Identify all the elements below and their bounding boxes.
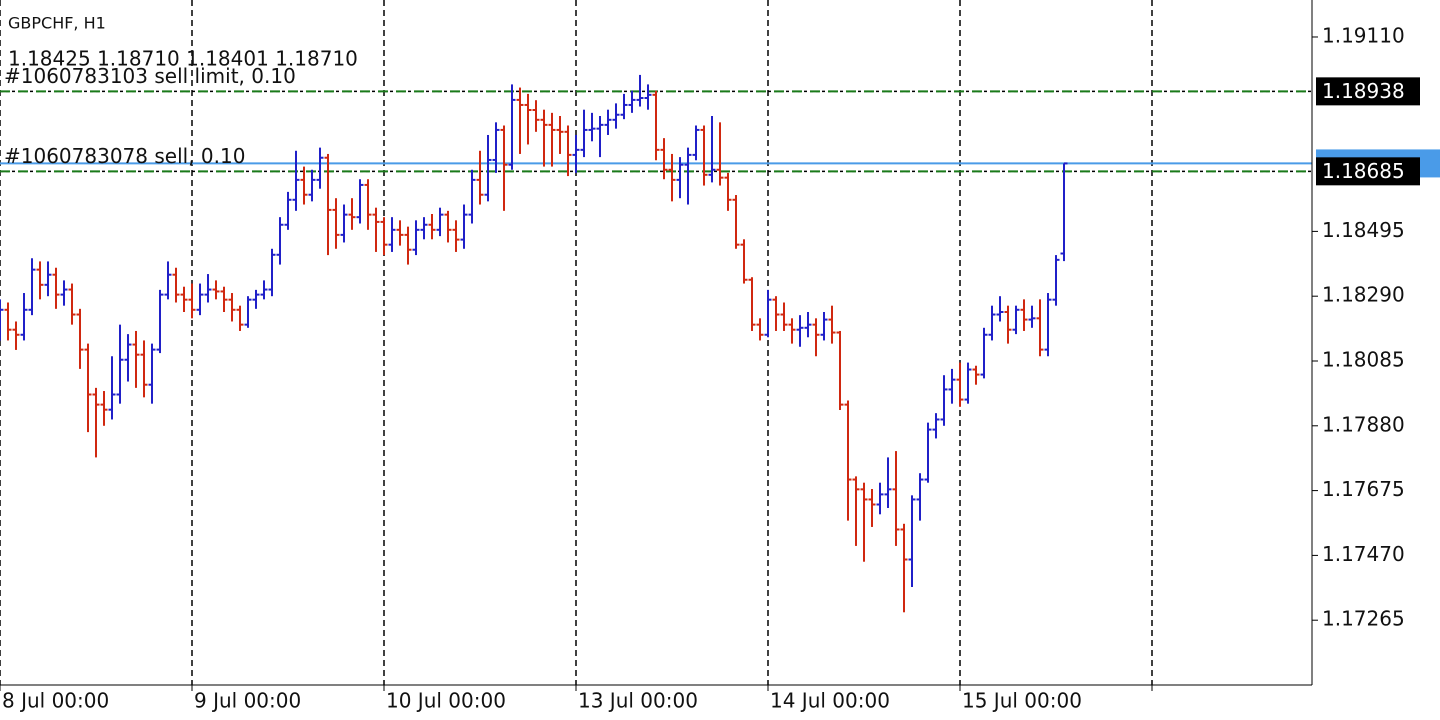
order-label: #1060783078 sell, 0.10 xyxy=(4,144,245,168)
y-tick-label: 1.18290 xyxy=(1322,283,1405,307)
y-tick-label: 1.17265 xyxy=(1322,607,1405,631)
y-tick-label: 1.18085 xyxy=(1322,347,1405,371)
x-tick-label: 9 Jul 00:00 xyxy=(194,689,301,713)
y-tick-label: 1.18495 xyxy=(1322,218,1405,242)
y-tick-label: 1.17675 xyxy=(1322,477,1405,501)
price-tag xyxy=(1316,157,1420,186)
grid xyxy=(0,0,1153,685)
orders: #1060783103 sell limit, 0.10 1.18938 #1060… xyxy=(0,64,1440,186)
chart-title: GBPCHF, H1 xyxy=(8,14,106,33)
y-tick-label: 1.17880 xyxy=(1322,412,1405,436)
axes: 8 Jul 00:00 9 Jul 00:00 10 Jul 00:00 13 Jul… xyxy=(0,0,1405,713)
y-tick-label: 1.17470 xyxy=(1322,542,1405,566)
price-tag-label: 1.18685 xyxy=(1322,159,1405,183)
price-tag-label: 1.18938 xyxy=(1322,79,1405,103)
x-tick-label: 14 Jul 00:00 xyxy=(770,689,890,713)
x-tick-label: 10 Jul 00:00 xyxy=(386,689,506,713)
x-tick-label: 8 Jul 00:00 xyxy=(2,689,109,713)
price-tag xyxy=(1316,77,1420,106)
x-tick-label: 15 Jul 00:00 xyxy=(962,689,1082,713)
x-tick-label: 13 Jul 00:00 xyxy=(578,689,698,713)
y-tick-label: 1.19110 xyxy=(1322,23,1405,47)
ohlc-header: 1.18425 1.18710 1.18401 1.18710 xyxy=(8,47,358,71)
bars xyxy=(0,74,1068,613)
order-label: #1060783103 sell limit, 0.10 xyxy=(4,64,296,88)
